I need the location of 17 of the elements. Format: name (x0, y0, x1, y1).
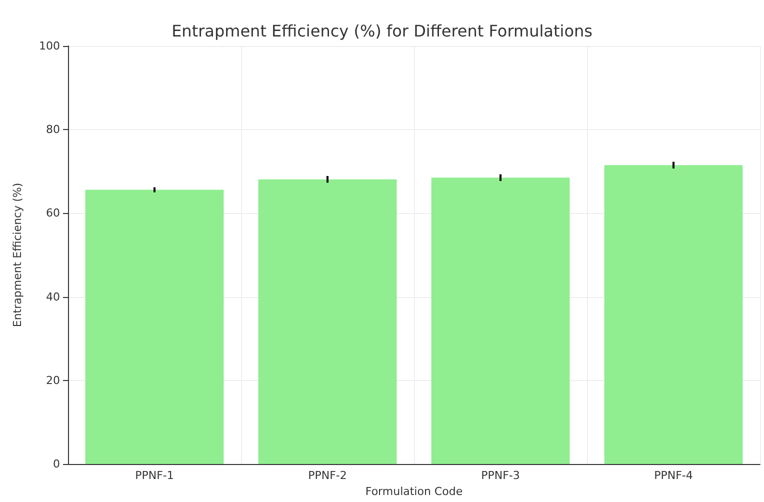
y-tick-label: 100 (39, 40, 60, 52)
x-axis-title: Formulation Code (365, 485, 463, 498)
y-tick-label: 60 (46, 206, 60, 220)
y-tick-label: 20 (46, 374, 60, 387)
y-tick-label: 0 (53, 458, 60, 470)
y-tick-label: 40 (46, 290, 60, 304)
x-tick-label: PPNF-4 (654, 469, 693, 482)
bar (85, 190, 224, 464)
y-tick-label: 80 (46, 123, 60, 136)
x-tick-label: PPNF-3 (481, 469, 520, 482)
bar (258, 179, 397, 464)
x-tick-label: PPNF-1 (135, 469, 174, 482)
chart-title: Entrapment Efficiency (%) for Different Formulations (172, 22, 592, 40)
y-axis-title: Entrapment Efficiency (%) (11, 182, 24, 328)
bar (431, 178, 570, 464)
bar (604, 165, 743, 464)
x-tick-label: PPNF-2 (308, 469, 347, 482)
